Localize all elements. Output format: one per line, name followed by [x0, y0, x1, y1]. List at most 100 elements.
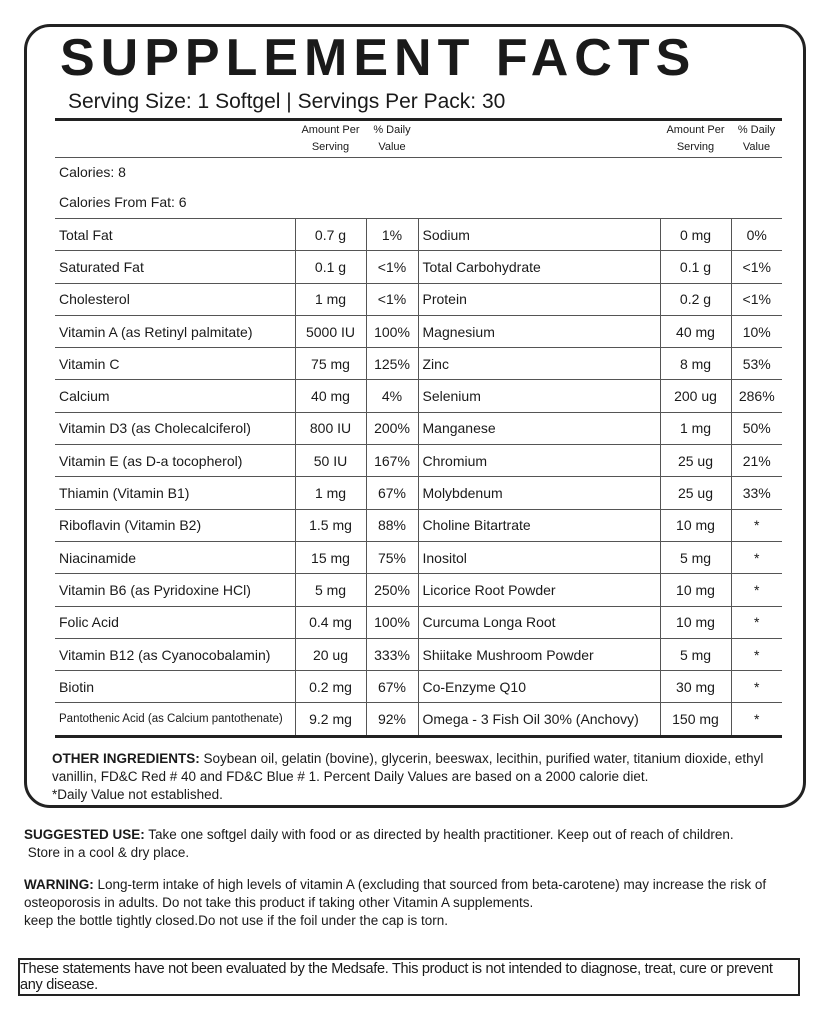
daily-value: 67%: [365, 670, 418, 704]
warning: WARNING: Long-term intake of high levels…: [24, 876, 809, 930]
nutrient: Licorice Root Powder: [417, 573, 660, 607]
nutrient: Magnesium: [417, 315, 660, 349]
amount: 1 mg: [294, 476, 366, 510]
text: Soybean oil, gelatin (bovine), glycerin,…: [52, 751, 764, 784]
nutrient: Protein: [417, 283, 660, 316]
facts-row: Folic Acid 0.4 mg 100% Curcuma Longa Root 10…: [55, 606, 782, 639]
daily-value: 167%: [365, 444, 418, 478]
amount: 5 mg: [294, 573, 366, 607]
nutrient: Vitamin D3 (as Cholecalciferol): [55, 412, 295, 446]
daily-value: 67%: [365, 476, 418, 510]
note: *Daily Value not established.: [52, 787, 223, 802]
calories-row: Calories: 8: [55, 158, 782, 187]
nutrient: Niacinamide: [55, 541, 295, 575]
amount: 9.2 mg: [294, 702, 366, 738]
label: OTHER INGREDIENTS:: [52, 751, 200, 766]
text: Take one softgel daily with food or as d…: [148, 827, 734, 842]
amount: 15 mg: [294, 541, 366, 575]
amount: 0.1 g: [659, 250, 731, 284]
disclaimer: These statements have not been evaluated…: [18, 958, 800, 996]
other-ingredients: OTHER INGREDIENTS: Soybean oil, gelatin …: [52, 750, 792, 804]
blank: [55, 121, 295, 158]
amount: 0.7 g: [294, 218, 366, 252]
amount: 8 mg: [659, 347, 731, 381]
daily-value: <1%: [730, 283, 782, 316]
nutrient: Selenium: [417, 379, 660, 413]
daily-value: <1%: [730, 250, 782, 284]
nutrient: Molybdenum: [417, 476, 660, 510]
nutrient: Vitamin E (as D-a tocopherol): [55, 444, 295, 478]
amount: 10 mg: [659, 606, 731, 639]
facts-row: Thiamin (Vitamin B1) 1 mg 67% Molybdenum 25 …: [55, 476, 782, 510]
calories-fat-row: Calories From Fat: 6: [55, 186, 782, 219]
amount: 0 mg: [659, 218, 731, 252]
daily-value: *: [730, 541, 782, 575]
nutrient: Chromium: [417, 444, 660, 478]
amount: 150 mg: [659, 702, 731, 738]
nutrient: Manganese: [417, 412, 660, 446]
daily-value: 250%: [365, 573, 418, 607]
title: SUPPLEMENT FACTS: [60, 29, 697, 87]
nutrient: Omega - 3 Fish Oil 30% (Anchovy): [417, 702, 660, 738]
facts-row: Vitamin B12 (as Cyanocobalamin) 20 ug 333%…: [55, 638, 782, 672]
daily-value: 92%: [365, 702, 418, 738]
nutrient: Total Carbohydrate: [417, 250, 660, 284]
suggested-use: SUGGESTED USE: Take one softgel daily wi…: [24, 826, 804, 862]
nutrient: Inositol: [417, 541, 660, 575]
facts-body: Amount Per Serving % Daily Value Amount …: [55, 121, 782, 738]
amount: 5 mg: [659, 638, 731, 672]
amount: 30 mg: [659, 670, 731, 704]
daily-value: 50%: [730, 412, 782, 446]
amount: 10 mg: [659, 509, 731, 542]
daily-value: *: [730, 670, 782, 704]
nutrient: Zinc: [417, 347, 660, 381]
facts-row: Total Fat 0.7 g 1% Sodium 0 mg 0%: [55, 218, 782, 252]
amount: 5000 IU: [294, 315, 366, 349]
nutrient: Calcium: [55, 379, 295, 413]
nutrient: Choline Bitartrate: [417, 509, 660, 542]
daily-value: *: [730, 509, 782, 542]
label: SUGGESTED USE:: [24, 827, 145, 842]
calories-from-fat: Calories From Fat: 6: [55, 186, 782, 219]
amount: 25 ug: [659, 476, 731, 510]
facts-row: Calcium 40 mg 4% Selenium 200 ug 286%: [55, 379, 782, 413]
amount: 50 IU: [294, 444, 366, 478]
amount: 0.1 g: [294, 250, 366, 284]
daily-value: *: [730, 702, 782, 738]
daily-value: *: [730, 638, 782, 672]
daily-value: *: [730, 573, 782, 607]
facts-row: Vitamin C 75 mg 125% Zinc 8 mg 53%: [55, 347, 782, 381]
amount: 0.2 g: [659, 283, 731, 316]
daily-value: *: [730, 606, 782, 639]
amount: 1.5 mg: [294, 509, 366, 542]
nutrient: Sodium: [417, 218, 660, 252]
daily-value: 88%: [365, 509, 418, 542]
daily-value: 200%: [365, 412, 418, 446]
text: Store in a cool & dry place.: [27, 845, 190, 860]
amount: 75 mg: [294, 347, 366, 381]
nutrient: Vitamin A (as Retinyl palmitate): [55, 315, 295, 349]
facts-row: Riboflavin (Vitamin B2) 1.5 mg 88% Choline …: [55, 509, 782, 542]
daily-value: 33%: [730, 476, 782, 510]
amount: 40 mg: [659, 315, 731, 349]
header-row: Amount Per Serving % Daily Value Amount …: [55, 121, 782, 158]
amount: 40 mg: [294, 379, 366, 413]
facts-row: Niacinamide 15 mg 75% Inositol 5 mg *: [55, 541, 782, 575]
calories: Calories: 8: [59, 164, 126, 180]
daily-value: 10%: [730, 315, 782, 349]
text: Long-term intake of high levels of vitam…: [24, 877, 767, 910]
daily-value: 21%: [730, 444, 782, 478]
facts-row: Vitamin E (as D-a tocopherol) 50 IU 167% Ch…: [55, 444, 782, 478]
nutrient: Vitamin B6 (as Pyridoxine HCl): [55, 573, 295, 607]
daily-value: 100%: [365, 315, 418, 349]
daily-value: 53%: [730, 347, 782, 381]
amount: 0.2 mg: [294, 670, 366, 704]
rule: [55, 118, 782, 121]
daily-value: 100%: [365, 606, 418, 639]
nutrient: Biotin: [55, 670, 295, 704]
nutrient: Vitamin B12 (as Cyanocobalamin): [55, 638, 295, 672]
nutrient: Cholesterol: [55, 283, 295, 316]
amount: 1 mg: [659, 412, 731, 446]
facts-row: Biotin 0.2 mg 67% Co-Enzyme Q10 30 mg *: [55, 670, 782, 704]
